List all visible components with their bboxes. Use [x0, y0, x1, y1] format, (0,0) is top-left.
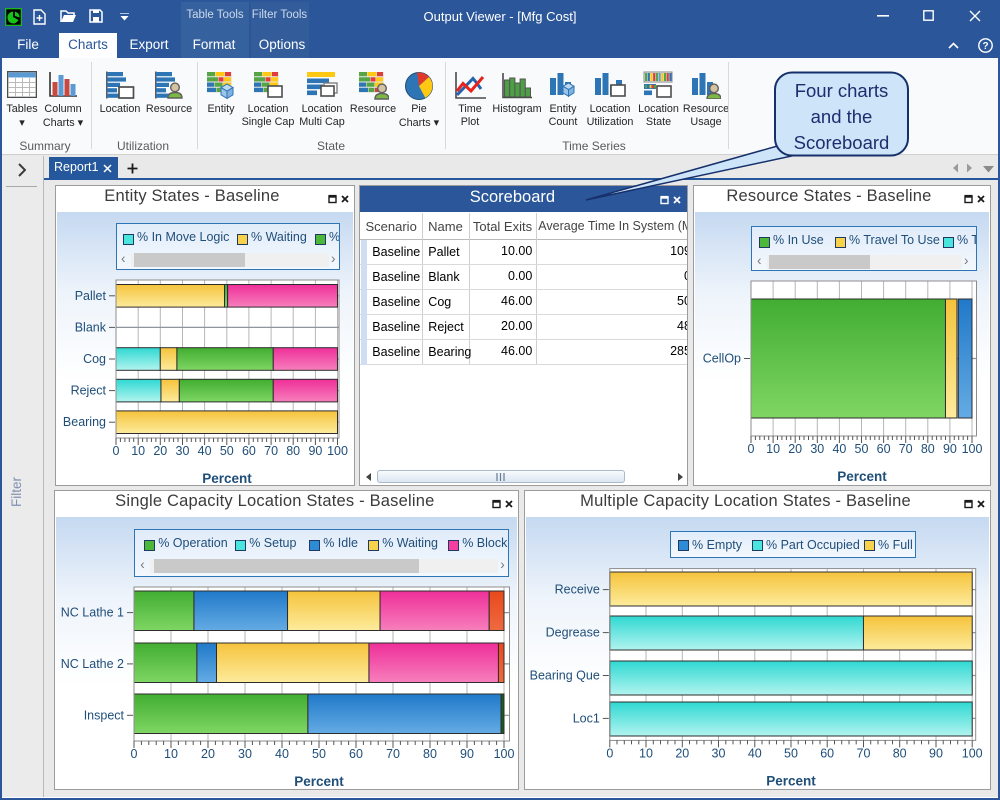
svg-text:100: 100: [327, 444, 348, 458]
svg-text:CellOp: CellOp: [703, 352, 741, 366]
svg-text:NC Lathe 2: NC Lathe 2: [61, 657, 124, 671]
svg-text:Degrease: Degrease: [546, 626, 600, 640]
svg-text:80: 80: [921, 442, 935, 456]
svg-text:50: 50: [784, 746, 798, 760]
svg-text:Loc1: Loc1: [573, 711, 600, 725]
svg-text:60: 60: [349, 747, 363, 761]
svg-text:60: 60: [820, 746, 834, 760]
svg-text:60: 60: [242, 444, 256, 458]
svg-text:90: 90: [929, 746, 943, 760]
svg-text:80: 80: [286, 444, 300, 458]
svg-text:Receive: Receive: [555, 583, 600, 597]
svg-text:90: 90: [460, 747, 474, 761]
svg-text:30: 30: [238, 747, 252, 761]
svg-text:70: 70: [386, 747, 400, 761]
svg-text:?: ?: [982, 41, 988, 52]
svg-text:Percent: Percent: [294, 774, 344, 789]
svg-text:30: 30: [712, 746, 726, 760]
svg-text:Pallet: Pallet: [75, 289, 107, 303]
svg-text:20: 20: [788, 442, 802, 456]
svg-text:0: 0: [748, 442, 755, 456]
svg-text:Percent: Percent: [837, 469, 887, 484]
svg-text:30: 30: [810, 442, 824, 456]
svg-text:10: 10: [766, 442, 780, 456]
svg-text:0: 0: [113, 444, 120, 458]
svg-text:100: 100: [962, 442, 983, 456]
svg-text:Reject: Reject: [71, 384, 107, 398]
svg-text:30: 30: [176, 444, 190, 458]
svg-text:NC Lathe 1: NC Lathe 1: [61, 606, 124, 620]
svg-text:60: 60: [877, 442, 891, 456]
svg-text:50: 50: [220, 444, 234, 458]
svg-text:40: 40: [748, 746, 762, 760]
svg-text:0: 0: [131, 747, 138, 761]
svg-text:70: 70: [857, 746, 871, 760]
svg-text:100: 100: [962, 746, 983, 760]
svg-text:10: 10: [164, 747, 178, 761]
svg-text:70: 70: [899, 442, 913, 456]
svg-text:20: 20: [675, 746, 689, 760]
svg-text:Percent: Percent: [766, 773, 816, 788]
svg-text:Bearing Que: Bearing Que: [530, 669, 600, 683]
svg-text:40: 40: [198, 444, 212, 458]
svg-text:80: 80: [893, 746, 907, 760]
svg-text:Cog: Cog: [83, 352, 106, 366]
svg-text:0: 0: [606, 746, 613, 760]
svg-text:10: 10: [639, 746, 653, 760]
svg-text:Blank: Blank: [75, 320, 107, 334]
svg-text:Percent: Percent: [202, 471, 252, 486]
svg-text:Bearing: Bearing: [63, 415, 106, 429]
svg-text:20: 20: [153, 444, 167, 458]
svg-text:50: 50: [855, 442, 869, 456]
svg-text:80: 80: [423, 747, 437, 761]
svg-text:90: 90: [308, 444, 322, 458]
svg-text:70: 70: [264, 444, 278, 458]
svg-text:10: 10: [131, 444, 145, 458]
svg-text:100: 100: [494, 747, 515, 761]
svg-text:50: 50: [312, 747, 326, 761]
svg-text:40: 40: [275, 747, 289, 761]
svg-text:90: 90: [943, 442, 957, 456]
svg-text:Inspect: Inspect: [84, 708, 125, 722]
svg-text:40: 40: [832, 442, 846, 456]
svg-text:20: 20: [201, 747, 215, 761]
